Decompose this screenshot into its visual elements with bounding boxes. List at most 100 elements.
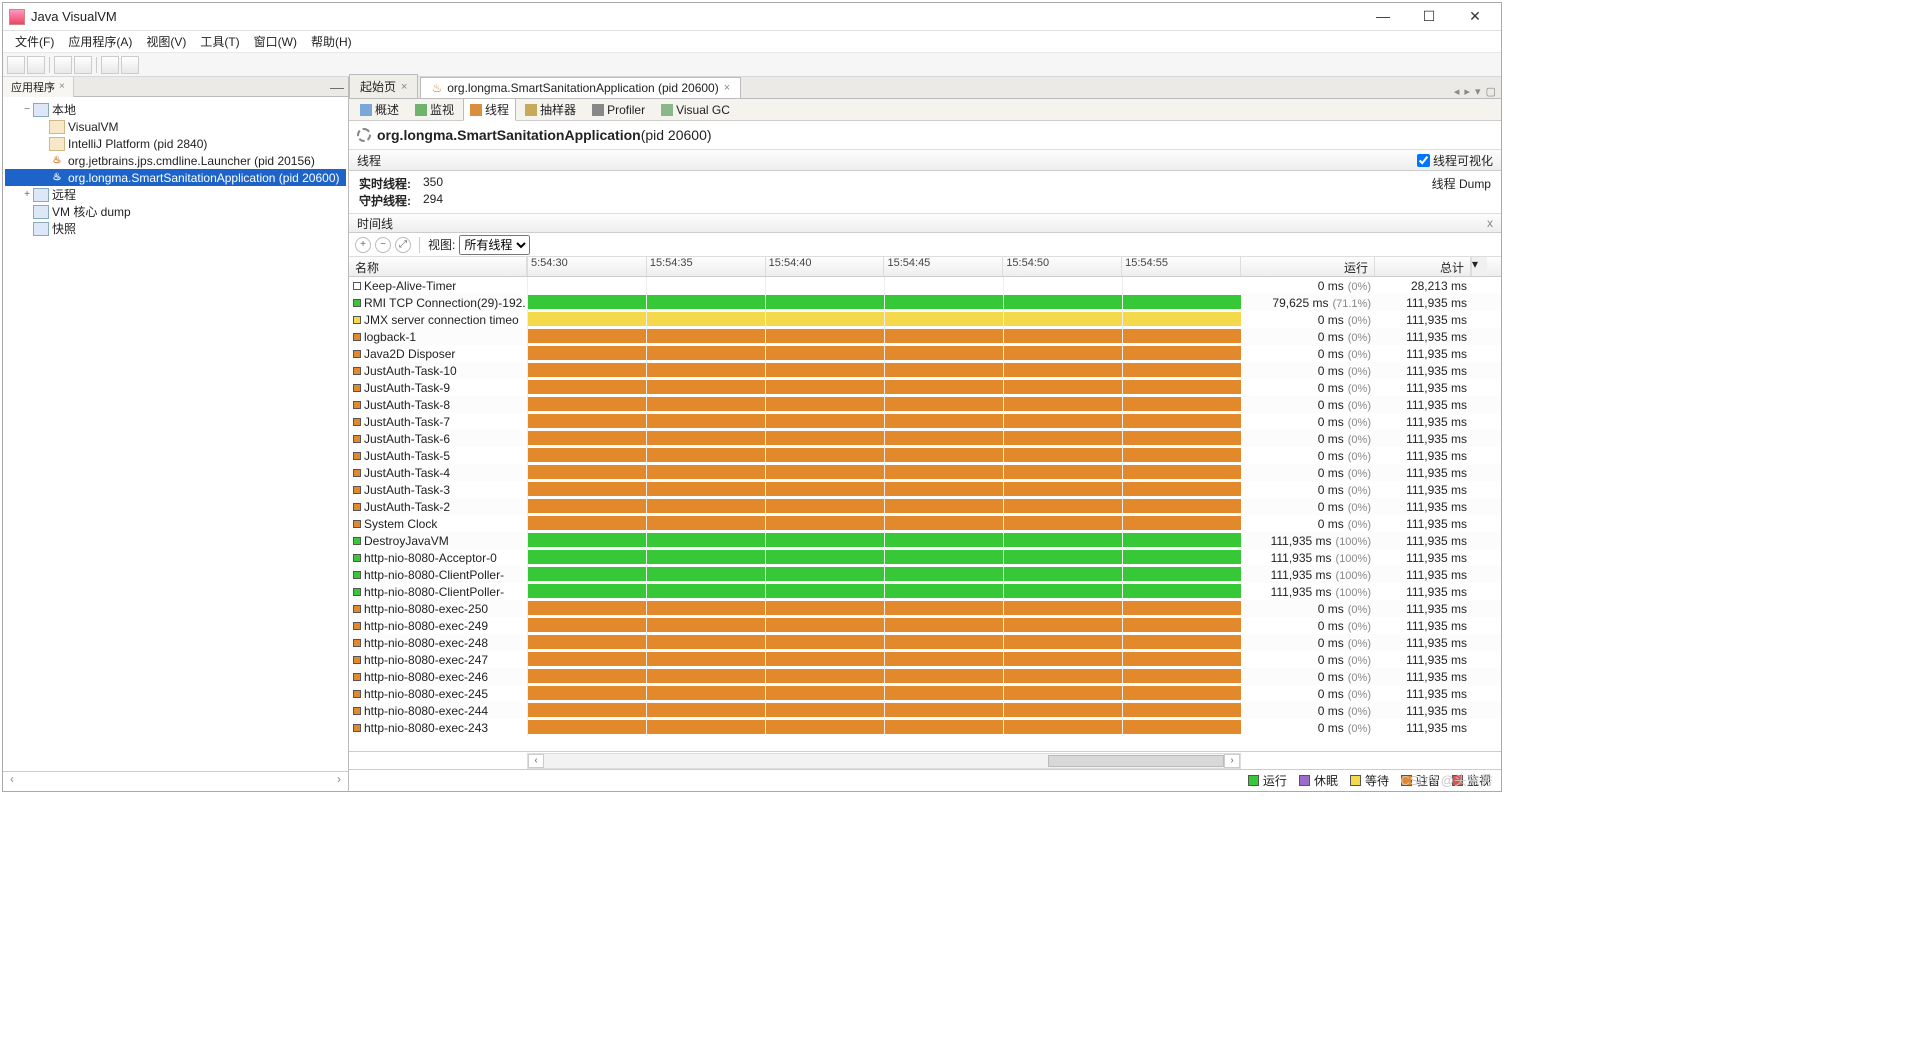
thread-row[interactable]: http-nio-8080-exec-2480 ms(0%)111,935 ms <box>349 634 1501 651</box>
thread-row[interactable]: http-nio-8080-exec-2450 ms(0%)111,935 ms <box>349 685 1501 702</box>
thread-row[interactable]: System Clock0 ms(0%)111,935 ms <box>349 515 1501 532</box>
scroll-right-icon[interactable]: › <box>330 772 348 791</box>
thread-row[interactable]: JMX server connection timeo0 ms(0%)111,9… <box>349 311 1501 328</box>
col-run[interactable]: 运行 <box>1241 257 1375 276</box>
tree-node[interactable]: +远程 <box>5 186 346 203</box>
col-total[interactable]: 总计 <box>1375 257 1471 276</box>
document-tab[interactable]: 起始页× <box>349 74 418 98</box>
sub-tab[interactable]: 线程 <box>463 98 516 121</box>
col-timeline[interactable]: 5:54:3015:54:3515:54:4015:54:4515:54:501… <box>527 257 1241 276</box>
toolbar-btn[interactable] <box>121 56 139 74</box>
toolbar-btn[interactable] <box>74 56 92 74</box>
menu-item[interactable]: 帮助(H) <box>305 31 358 52</box>
twisty-icon[interactable]: + <box>21 189 33 200</box>
thread-row[interactable]: JustAuth-Task-100 ms(0%)111,935 ms <box>349 362 1501 379</box>
subtab-label: 监视 <box>430 101 454 118</box>
scroll-left-icon[interactable]: ‹ <box>528 754 544 768</box>
legend-label: 运行 <box>1263 772 1287 789</box>
view-select[interactable]: 所有线程 <box>459 235 530 255</box>
tree-node[interactable]: VisualVM <box>5 118 346 135</box>
close-icon[interactable]: × <box>401 81 407 93</box>
tree-node[interactable]: VM 核心 dump <box>5 203 346 220</box>
thread-row[interactable]: JustAuth-Task-60 ms(0%)111,935 ms <box>349 430 1501 447</box>
document-tab[interactable]: ♨org.longma.SmartSanitationApplication (… <box>420 77 741 98</box>
timeline-close-icon[interactable]: x <box>1487 216 1493 230</box>
thread-dump-button[interactable]: 线程 Dump <box>1432 177 1491 191</box>
doctab-label: org.longma.SmartSanitationApplication (p… <box>447 81 719 95</box>
time-tick: 15:54:40 <box>765 257 884 276</box>
thread-row[interactable]: JustAuth-Task-40 ms(0%)111,935 ms <box>349 464 1501 481</box>
thread-row[interactable]: http-nio-8080-exec-2460 ms(0%)111,935 ms <box>349 668 1501 685</box>
zoom-in-icon[interactable]: + <box>355 237 371 253</box>
thread-row[interactable]: http-nio-8080-exec-2490 ms(0%)111,935 ms <box>349 617 1501 634</box>
sub-tab[interactable]: 抽样器 <box>518 98 583 121</box>
thread-row[interactable]: http-nio-8080-exec-2500 ms(0%)111,935 ms <box>349 600 1501 617</box>
menu-item[interactable]: 文件(F) <box>9 31 60 52</box>
zoom-out-icon[interactable]: − <box>375 237 391 253</box>
thread-row[interactable]: http-nio-8080-exec-2430 ms(0%)111,935 ms <box>349 719 1501 736</box>
thread-row[interactable]: http-nio-8080-ClientPoller-111,935 ms(10… <box>349 583 1501 600</box>
close-button[interactable]: ✕ <box>1461 8 1489 25</box>
titlebar[interactable]: Java VisualVM — ☐ ✕ <box>3 3 1501 31</box>
toolbar-btn[interactable] <box>54 56 72 74</box>
visualize-checkbox[interactable]: 线程可视化 <box>1417 152 1493 169</box>
thread-row[interactable]: JustAuth-Task-70 ms(0%)111,935 ms <box>349 413 1501 430</box>
minimize-button[interactable]: — <box>1369 8 1397 25</box>
toolbar-btn[interactable] <box>27 56 45 74</box>
menu-item[interactable]: 视图(V) <box>140 31 192 52</box>
tree-node[interactable]: 快照 <box>5 220 346 237</box>
subtab-icon <box>661 104 673 116</box>
doctabs-controls[interactable]: ◂ ▸ ▾ ▢ <box>1454 85 1501 98</box>
grid-body[interactable]: Keep-Alive-Timer0 ms(0%)28,213 msRMI TCP… <box>349 277 1501 751</box>
sidebar-minimize-icon[interactable]: — <box>330 79 344 95</box>
scroll-left-icon[interactable]: ‹ <box>3 772 21 791</box>
tree-node[interactable]: IntelliJ Platform (pid 2840) <box>5 135 346 152</box>
tree-node[interactable]: ♨org.jetbrains.jps.cmdline.Launcher (pid… <box>5 152 346 169</box>
thread-row[interactable]: JustAuth-Task-20 ms(0%)111,935 ms <box>349 498 1501 515</box>
legend-swatch <box>1248 775 1259 786</box>
timeline-bar <box>527 482 1241 496</box>
thread-name: http-nio-8080-exec-248 <box>364 636 488 650</box>
sub-tab[interactable]: 监视 <box>408 98 461 121</box>
scroll-right-icon[interactable]: › <box>1224 754 1240 768</box>
close-icon[interactable]: × <box>724 82 730 94</box>
thread-row[interactable]: http-nio-8080-Acceptor-0111,935 ms(100%)… <box>349 549 1501 566</box>
thread-row[interactable]: JustAuth-Task-90 ms(0%)111,935 ms <box>349 379 1501 396</box>
threads-grid: 名称 5:54:3015:54:3515:54:4015:54:4515:54:… <box>349 257 1501 791</box>
run-pct: (0%) <box>1348 434 1371 446</box>
sub-tab[interactable]: 概述 <box>353 98 406 121</box>
zoom-fit-icon[interactable]: ⤢ <box>395 237 411 253</box>
menu-item[interactable]: 应用程序(A) <box>62 31 138 52</box>
menu-item[interactable]: 工具(T) <box>194 31 245 52</box>
run-pct: (0%) <box>1348 621 1371 633</box>
toolbar-btn[interactable] <box>101 56 119 74</box>
sidebar-tab-apps[interactable]: 应用程序 × <box>3 77 74 97</box>
thread-row[interactable]: http-nio-8080-exec-2440 ms(0%)111,935 ms <box>349 702 1501 719</box>
run-value: 0 ms <box>1318 466 1344 480</box>
thread-row[interactable]: Keep-Alive-Timer0 ms(0%)28,213 ms <box>349 277 1501 294</box>
col-menu-icon[interactable]: ▾ <box>1471 257 1487 276</box>
thread-row[interactable]: http-nio-8080-exec-2470 ms(0%)111,935 ms <box>349 651 1501 668</box>
thread-row[interactable]: JustAuth-Task-30 ms(0%)111,935 ms <box>349 481 1501 498</box>
menu-item[interactable]: 窗口(W) <box>248 31 303 52</box>
thread-row[interactable]: RMI TCP Connection(29)-192.79,625 ms(71.… <box>349 294 1501 311</box>
toolbar-btn[interactable] <box>7 56 25 74</box>
visualize-checkbox-input[interactable] <box>1417 154 1430 167</box>
thread-row[interactable]: logback-10 ms(0%)111,935 ms <box>349 328 1501 345</box>
sub-tab[interactable]: Visual GC <box>654 100 737 120</box>
thread-row[interactable]: http-nio-8080-ClientPoller-111,935 ms(10… <box>349 566 1501 583</box>
close-icon[interactable]: × <box>59 81 65 92</box>
thread-row[interactable]: JustAuth-Task-50 ms(0%)111,935 ms <box>349 447 1501 464</box>
sub-tab[interactable]: Profiler <box>585 100 652 120</box>
thread-row[interactable]: DestroyJavaVM111,935 ms(100%)111,935 ms <box>349 532 1501 549</box>
thread-row[interactable]: JustAuth-Task-80 ms(0%)111,935 ms <box>349 396 1501 413</box>
hscroll-thumb[interactable] <box>1048 755 1224 767</box>
hscroll-track[interactable]: ‹ › <box>527 753 1241 769</box>
maximize-button[interactable]: ☐ <box>1415 8 1443 25</box>
tree-node[interactable]: ♨org.longma.SmartSanitationApplication (… <box>5 169 346 186</box>
tree-node[interactable]: −本地 <box>5 101 346 118</box>
twisty-icon[interactable]: − <box>21 104 33 115</box>
thread-row[interactable]: Java2D Disposer0 ms(0%)111,935 ms <box>349 345 1501 362</box>
app-tree[interactable]: −本地VisualVMIntelliJ Platform (pid 2840)♨… <box>3 97 348 771</box>
col-name[interactable]: 名称 <box>349 257 527 276</box>
